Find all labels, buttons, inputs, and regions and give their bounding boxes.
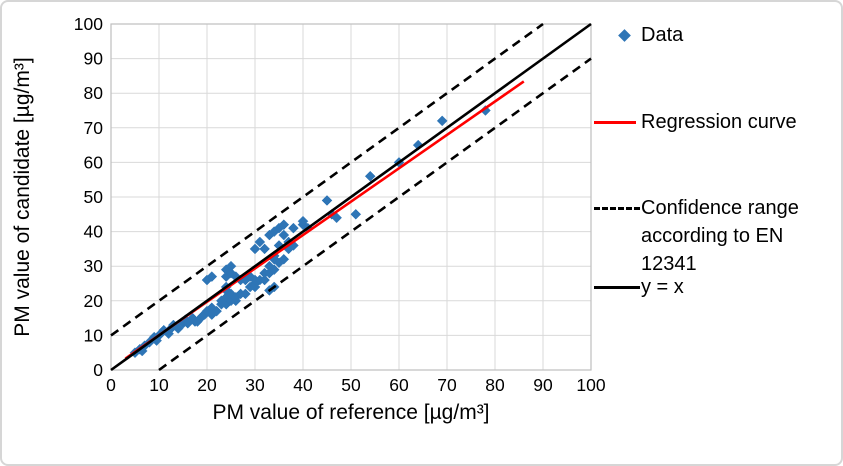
svg-text:30: 30 [245, 375, 265, 395]
legend-label-confidence: Confidence range according to EN 12341 [641, 197, 799, 275]
svg-text:80: 80 [485, 375, 505, 395]
legend-item-identity: y = x [594, 273, 826, 301]
svg-text:50: 50 [84, 187, 104, 207]
legend-label-data: Data [641, 24, 684, 46]
svg-text:70: 70 [437, 375, 457, 395]
svg-text:20: 20 [84, 291, 104, 311]
svg-text:10: 10 [84, 325, 104, 345]
svg-text:70: 70 [84, 118, 104, 138]
dashed-line-icon [594, 194, 641, 222]
svg-text:30: 30 [84, 256, 104, 276]
legend-label-regression: Regression curve [641, 111, 797, 133]
svg-text:40: 40 [293, 375, 313, 395]
solid-line-icon [594, 273, 641, 301]
diamond-icon [618, 28, 631, 42]
svg-text:0: 0 [106, 375, 116, 395]
svg-text:0: 0 [93, 360, 103, 380]
legend-item-data: Data [594, 21, 826, 49]
legend-item-regression: Regression curve [594, 108, 826, 136]
legend: Data Regression curve Confidence range a… [594, 2, 841, 464]
data-marker-swatch [594, 21, 641, 49]
legend-item-confidence: Confidence range according to EN 12341 [594, 194, 803, 278]
svg-text:100: 100 [576, 375, 605, 395]
x-axis-title: PM value of reference [µg/m³] [212, 401, 490, 424]
svg-text:90: 90 [84, 49, 104, 69]
svg-text:50: 50 [341, 375, 361, 395]
y-axis-title: PM value of candidate [µg/m³] [11, 57, 34, 337]
svg-text:100: 100 [74, 14, 103, 34]
svg-text:90: 90 [533, 375, 553, 395]
legend-label-identity: y = x [641, 276, 684, 298]
svg-text:80: 80 [84, 83, 104, 103]
svg-text:60: 60 [389, 375, 409, 395]
svg-text:60: 60 [84, 152, 104, 172]
svg-text:10: 10 [149, 375, 169, 395]
regression-line-icon [594, 108, 641, 136]
svg-text:20: 20 [197, 375, 217, 395]
svg-text:40: 40 [84, 222, 104, 242]
